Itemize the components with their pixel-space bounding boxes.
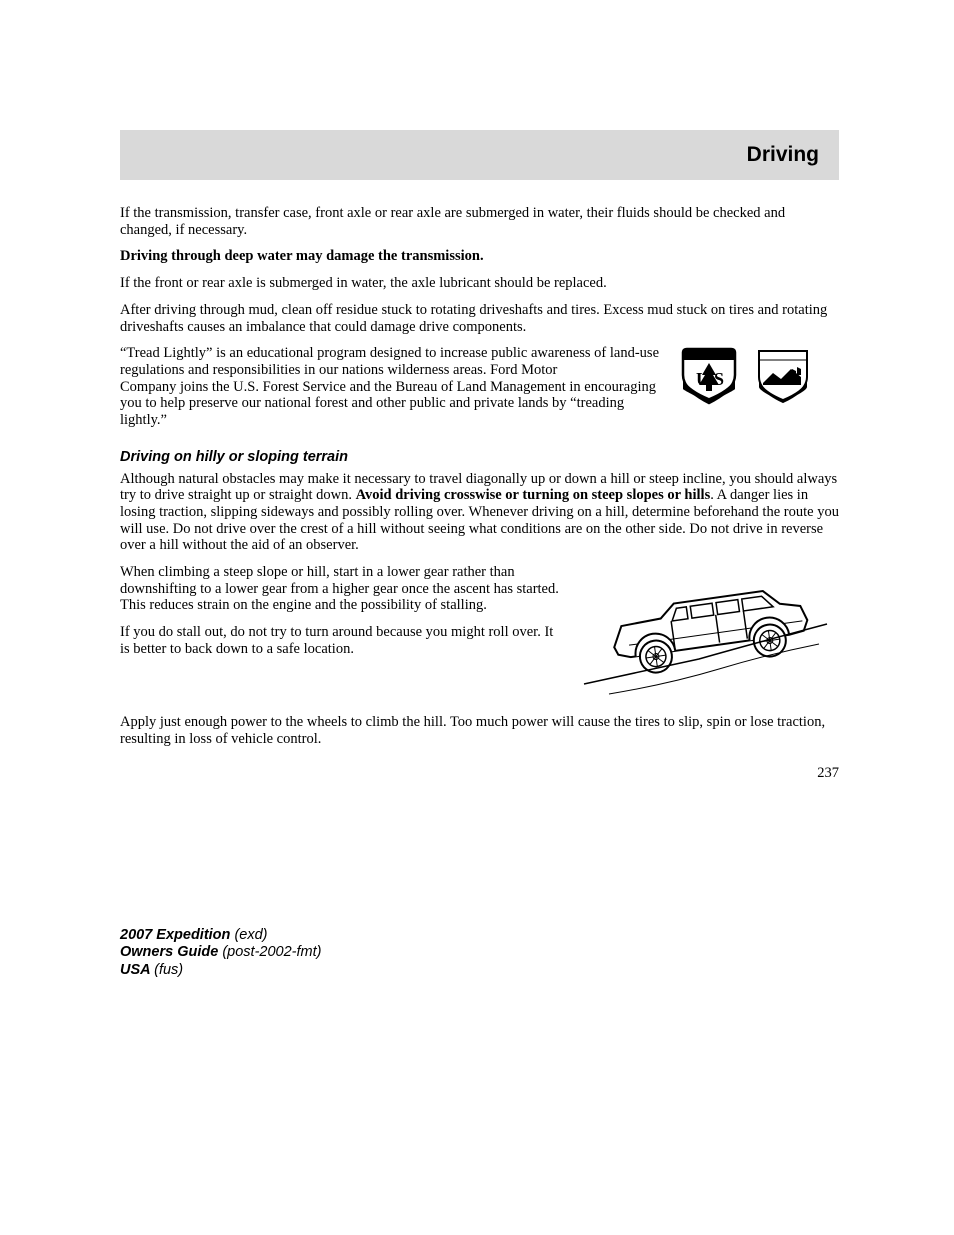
footer-line-3: USA (fus) — [120, 962, 839, 979]
footer-model: 2007 Expedition — [120, 927, 234, 943]
footer-line-1: 2007 Expedition (exd) — [120, 927, 839, 944]
paragraph-axle: If the front or rear axle is submerged i… — [120, 275, 839, 292]
footer-code-3: (fus) — [154, 962, 183, 978]
page-number: 237 — [120, 765, 839, 782]
page-content: Driving If the transmission, transfer ca… — [0, 0, 954, 857]
paragraph-power: Apply just enough power to the wheels to… — [120, 714, 839, 747]
footer-code-2: (post-2002-fmt) — [222, 944, 321, 960]
footer-line-2: Owners Guide (post-2002-fmt) — [120, 944, 839, 961]
section-header-bar: Driving — [120, 130, 839, 180]
subsection-hilly-terrain: Driving on hilly or sloping terrain — [120, 449, 839, 465]
paragraph-hilly-warning: Although natural obstacles may make it n… — [120, 471, 839, 554]
blm-shield-icon — [753, 345, 813, 405]
footer-code-1: (exd) — [234, 927, 267, 943]
forest-service-shield-icon: U S — [679, 345, 739, 405]
svg-text:U: U — [696, 369, 709, 389]
text-bold-slopes: Avoid driving crosswise or turning on st… — [356, 487, 711, 503]
paragraph-mud: After driving through mud, clean off res… — [120, 302, 839, 335]
section-title: Driving — [747, 143, 819, 167]
footer-guide: Owners Guide — [120, 944, 222, 960]
suv-on-hill-icon — [579, 564, 839, 714]
vehicle-slope-illustration — [579, 564, 839, 714]
svg-text:S: S — [714, 369, 724, 389]
warning-transmission: Driving through deep water may damage th… — [120, 248, 839, 265]
page-footer: 2007 Expedition (exd) Owners Guide (post… — [0, 857, 954, 1019]
tread-lightly-badges: U S — [679, 345, 839, 410]
paragraph-fluids: If the transmission, transfer case, fron… — [120, 205, 839, 238]
footer-region: USA — [120, 962, 154, 978]
